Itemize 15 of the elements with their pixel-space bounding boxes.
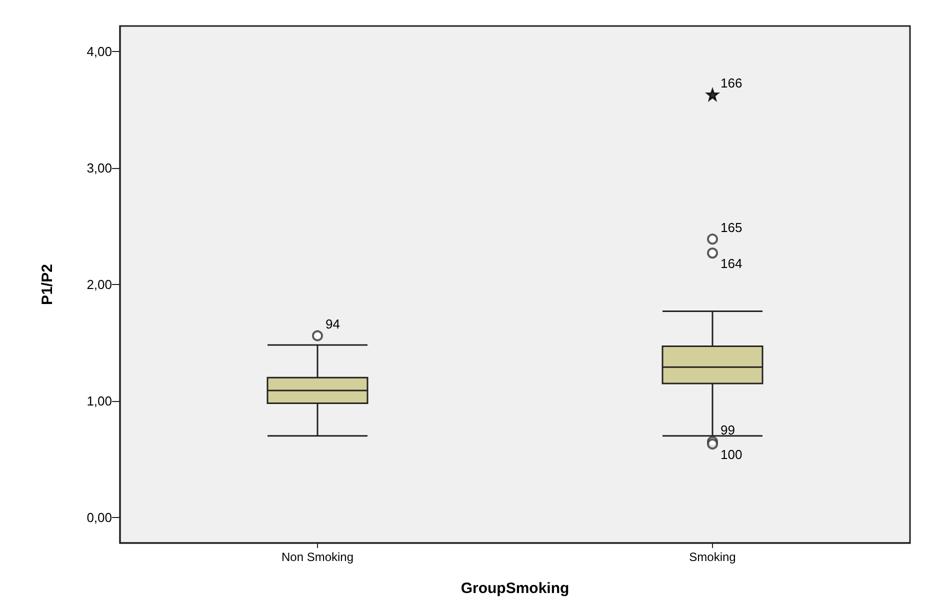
annotation: 99 (720, 422, 735, 438)
annotation: 164 (720, 256, 742, 272)
annotation: 100 (720, 447, 742, 462)
y-axis-title: P1/P2 (39, 264, 56, 305)
x-tick-label: Smoking (689, 550, 736, 564)
x-axis-title: GroupSmoking (460, 580, 570, 597)
y-tick-label: 3,00 (86, 160, 112, 176)
y-tick-label: 4,00 (86, 44, 112, 60)
annotation: 166 (720, 76, 742, 91)
y-tick-label: 2,00 (86, 277, 112, 292)
annotation: 94 (326, 316, 340, 332)
annotation: 165 (720, 220, 742, 236)
y-tick-label: 0,00 (86, 510, 112, 525)
y-tick-label: 1,00 (86, 393, 112, 408)
x-tick-label: Non Smoking (281, 550, 354, 564)
